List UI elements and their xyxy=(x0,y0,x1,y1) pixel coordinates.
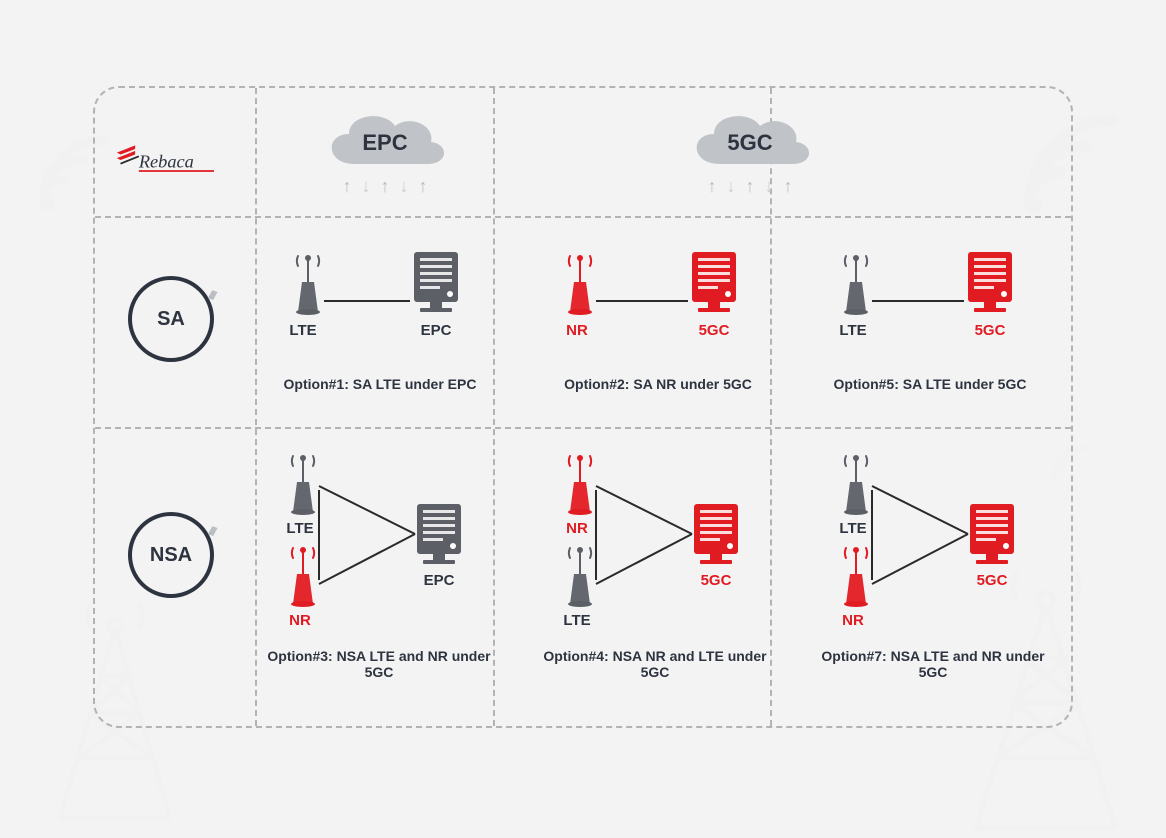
server-icon xyxy=(966,502,1018,566)
antenna-icon xyxy=(288,254,328,316)
connection-line xyxy=(596,300,688,302)
cell-option4: NR LTE 5GC xyxy=(552,450,782,670)
cell-option7: LTE NR 5GC xyxy=(828,450,1058,670)
server-label: EPC xyxy=(408,322,464,339)
server-label: 5GC xyxy=(964,572,1020,589)
antenna-label: LTE xyxy=(828,322,878,339)
server-icon xyxy=(688,250,740,314)
cell-caption: Option#4: NSA NR and LTE under 5GC xyxy=(540,648,770,680)
connection-line xyxy=(324,300,410,302)
antenna-icon xyxy=(560,254,600,316)
antenna-icon xyxy=(836,254,876,316)
cell-caption: Option#3: NSA LTE and NR under 5GC xyxy=(264,648,494,680)
cell-option3: LTE NR EPC xyxy=(275,450,505,670)
row-label-nsa: NSA//// xyxy=(128,512,214,598)
cell-caption: Option#5: SA LTE under 5GC xyxy=(820,376,1040,392)
antenna-label: NR xyxy=(552,322,602,339)
cell-caption: Option#7: NSA LTE and NR under 5GC xyxy=(818,648,1048,680)
antenna-label: LTE xyxy=(278,322,328,339)
connection-line xyxy=(872,300,964,302)
cell-caption: Option#1: SA LTE under EPC xyxy=(270,376,490,392)
server-label: 5GC xyxy=(686,322,742,339)
server-icon xyxy=(690,502,742,566)
cell-caption: Option#2: SA NR under 5GC xyxy=(548,376,768,392)
svg-text:Rebaca: Rebaca xyxy=(138,151,194,171)
server-label: 5GC xyxy=(962,322,1018,339)
header-cloud-5gc: 5GC ↑↓↑↓↑ xyxy=(680,104,820,189)
brand-logo: Rebaca xyxy=(115,140,225,180)
server-label: EPC xyxy=(411,572,467,589)
server-icon xyxy=(964,250,1016,314)
row-label-sa: SA//// xyxy=(128,276,214,362)
header-cloud-epc: EPC ↑↓↑↓↑ xyxy=(315,104,455,189)
server-icon xyxy=(413,502,465,566)
server-icon xyxy=(410,250,462,314)
server-label: 5GC xyxy=(688,572,744,589)
